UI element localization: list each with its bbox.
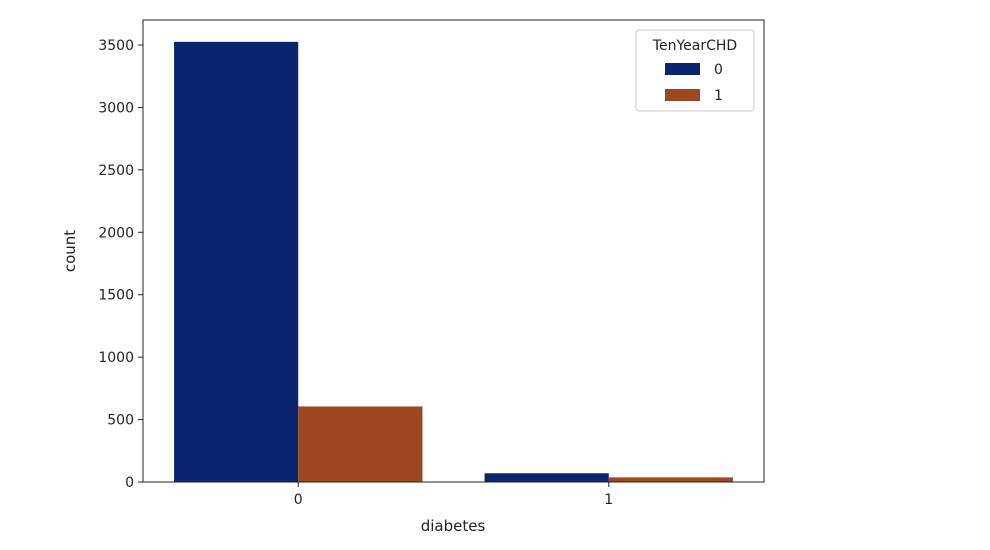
y-axis-label: count [61,230,79,272]
y-tick-label: 2500 [98,163,134,179]
legend-label-0: 0 [714,62,723,78]
legend-swatch-1 [665,89,700,101]
x-tick-label: 1 [604,492,613,508]
x-axis-label: diabetes [421,517,486,535]
legend: TenYearCHD 0 1 [635,29,755,112]
y-tick-label: 500 [107,413,134,429]
legend-title: TenYearCHD [652,38,737,54]
legend-swatch-0 [665,63,700,75]
bar-diabetes-0-chd-1 [298,406,423,482]
bar-diabetes-1-chd-1 [608,477,733,482]
x-tick-label: 0 [294,492,303,508]
legend-label-1: 1 [714,88,723,104]
y-tick-label: 2000 [98,225,134,241]
y-tick-label: 3500 [98,38,134,54]
plot-frame [142,19,765,483]
y-tick-label: 1500 [98,288,134,304]
bar-diabetes-0-chd-0 [174,41,299,483]
y-tick-label: 1000 [98,350,134,366]
y-tick-label: 3000 [98,100,134,116]
bar-diabetes-1-chd-0 [484,473,609,482]
y-tick-label: 0 [125,475,134,491]
bars-group [174,41,733,483]
y-axis: 0 500 1000 1500 2000 2500 3000 3500 [98,38,143,491]
